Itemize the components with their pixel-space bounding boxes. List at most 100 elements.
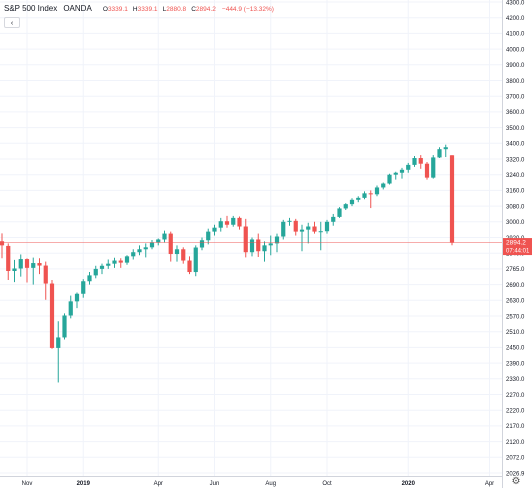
candle-body: [131, 252, 136, 257]
candle-body: [368, 193, 373, 195]
y-tick-label: 4200.0: [506, 16, 525, 22]
symbol-name[interactable]: S&P 500 Index: [4, 4, 58, 13]
candle-body: [37, 263, 42, 266]
candle-body: [12, 268, 17, 271]
candle-body: [149, 242, 155, 248]
y-tick-label: 2510.0: [506, 330, 525, 336]
candle-body: [318, 231, 323, 233]
candle-body: [193, 247, 198, 273]
candle-body: [424, 163, 430, 178]
y-tick-label: 2570.0: [506, 314, 525, 320]
y-tick-label: 2390.0: [506, 361, 525, 367]
candle-body: [106, 263, 111, 266]
x-tick-label: Jun: [210, 481, 220, 487]
candle-body: [168, 233, 173, 255]
y-tick-label: 3700.0: [506, 95, 525, 101]
candle-body: [431, 157, 436, 178]
candle-body: [218, 221, 223, 228]
collapse-legend-button[interactable]: ‹: [4, 17, 20, 28]
candle-body: [137, 249, 142, 253]
candle-body: [224, 221, 230, 225]
candle-body: [443, 147, 448, 150]
open-label: O: [102, 6, 108, 13]
price-axis[interactable]: 4300.0 4200.0 4100.0 4000.0 3900.0 3800.0 3700…: [506, 0, 525, 477]
high-label: H: [132, 6, 138, 13]
candle-body: [331, 216, 336, 222]
candle-body: [406, 164, 411, 170]
candle-body: [299, 229, 305, 232]
y-tick-label: 3320.0: [506, 157, 525, 163]
y-tick-label: 3500.0: [506, 126, 525, 132]
data-source: OANDA: [63, 4, 92, 13]
candle-body: [156, 239, 161, 243]
y-tick-label: 3400.0: [506, 142, 525, 148]
candle-body: [249, 239, 255, 253]
y-tick-label: 3600.0: [506, 110, 525, 116]
candle-body: [306, 226, 311, 230]
candle-body: [112, 260, 117, 264]
candle-body: [262, 245, 267, 252]
candle-body: [437, 149, 442, 158]
price-tag-bg: [503, 238, 532, 256]
x-tick-label: Aug: [265, 481, 276, 487]
close-label: C: [191, 6, 196, 13]
candle-body: [387, 174, 392, 184]
candle-body: [99, 265, 105, 269]
candle-body: [187, 260, 192, 273]
y-tick-label: 2765.0: [506, 267, 525, 273]
candle-body: [412, 158, 417, 165]
candle-body: [162, 233, 167, 240]
y-tick-label: 3080.0: [506, 204, 525, 210]
candle-body: [362, 193, 367, 198]
candle-body: [199, 240, 205, 248]
candle-body: [274, 236, 280, 244]
candle-body: [0, 241, 5, 246]
time-axis[interactable]: Nov2019AprJunAugOct2020AprJulSep: [22, 481, 532, 487]
candle-body: [293, 220, 298, 232]
y-tick-label: 3160.0: [506, 189, 525, 195]
candle-body: [24, 259, 30, 268]
candle-body: [312, 226, 317, 232]
y-tick-label: 2450.0: [506, 346, 525, 352]
candle-body: [49, 283, 55, 348]
candle-body: [206, 231, 211, 241]
candle-body: [31, 263, 36, 268]
candle-body: [268, 243, 273, 246]
candle-body: [337, 208, 342, 217]
gear-icon[interactable]: ⚙: [511, 476, 521, 487]
open-value: 3339.1: [107, 6, 128, 13]
candle-body: [181, 249, 186, 261]
candle-body: [87, 275, 92, 282]
candle-body: [93, 268, 98, 276]
y-tick-label: 2330.0: [506, 377, 525, 383]
candle-body: [68, 301, 73, 316]
low-value: 2880.8: [166, 6, 187, 13]
candle-body: [212, 227, 217, 232]
y-tick-label: 3240.0: [506, 173, 525, 179]
candle-body: [256, 239, 261, 252]
x-tick-label: Apr: [485, 481, 494, 487]
grid-lines: [0, 0, 502, 476]
candle-body: [124, 256, 130, 263]
y-tick-label: 4100.0: [506, 32, 525, 38]
candle-body: [118, 260, 123, 263]
candle-body: [174, 249, 180, 255]
y-tick-label: 2026.9: [506, 471, 525, 477]
y-tick-label: 3800.0: [506, 79, 525, 85]
candle-body: [399, 169, 405, 173]
candle-body: [143, 247, 148, 250]
low-label: L: [162, 6, 167, 13]
y-tick-label: 4000.0: [506, 47, 525, 53]
y-tick-label: 2120.0: [506, 440, 525, 446]
y-tick-label: 2220.0: [506, 409, 525, 415]
y-tick-label: 3000.0: [506, 220, 525, 226]
close-value: 2894.2: [195, 6, 216, 13]
x-tick-label: 2019: [77, 481, 91, 487]
y-tick-label: 3900.0: [506, 63, 525, 69]
candle-body: [43, 265, 48, 284]
candle-body: [6, 245, 11, 271]
candle-body: [18, 259, 23, 269]
candle-body: [356, 197, 361, 200]
y-tick-label: 2072.0: [506, 456, 525, 462]
